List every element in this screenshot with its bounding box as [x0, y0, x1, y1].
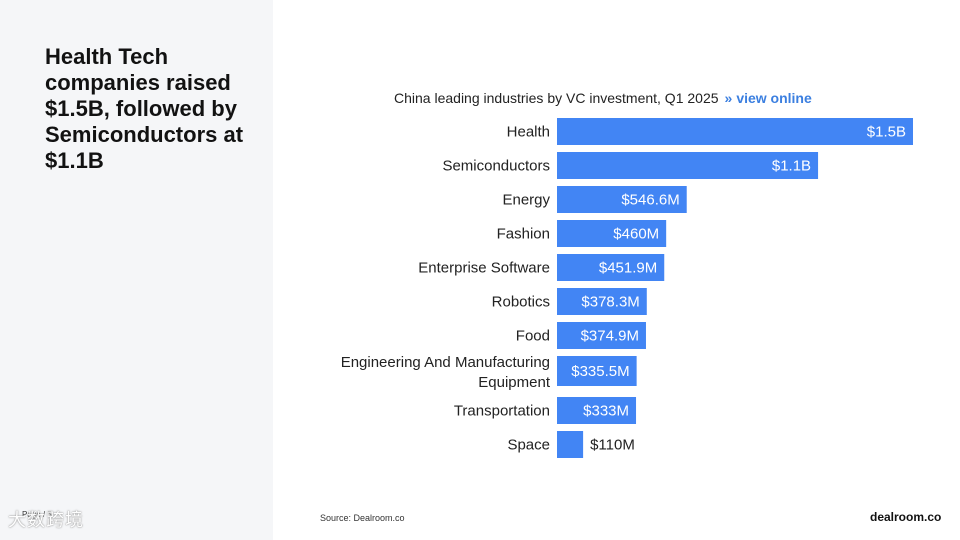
value-label-8: $333M: [583, 403, 629, 420]
category-label-0: Health: [507, 124, 550, 141]
value-label-9: $110M: [590, 437, 635, 454]
bar-4: [557, 254, 665, 281]
value-label-0: $1.5B: [867, 124, 906, 141]
category-label-8: Transportation: [454, 403, 550, 420]
value-label-3: $460M: [613, 226, 659, 243]
brand-logo: dealroom.co: [870, 510, 942, 524]
category-label-1: Semiconductors: [442, 158, 550, 175]
value-label-2: $546.6M: [621, 192, 679, 209]
bar-0: [557, 118, 913, 145]
page-number: Page / 5: [22, 510, 52, 519]
view-online-link[interactable]: » view online: [725, 90, 812, 106]
category-label-9: Space: [507, 437, 550, 454]
value-label-7: $335.5M: [571, 363, 629, 380]
bar-2: [557, 186, 687, 213]
value-label-1: $1.1B: [772, 158, 811, 175]
category-label-4: Enterprise Software: [418, 260, 550, 277]
headline: Health Tech companies raised $1.5B, foll…: [45, 44, 244, 173]
chart-title: China leading industries by VC investmen…: [394, 90, 719, 106]
sidebar-panel: [0, 0, 273, 540]
bar-9: [557, 431, 584, 458]
bar-3: [557, 220, 667, 247]
category-label-6: Food: [516, 328, 550, 345]
source-note: Source: Dealroom.co: [320, 513, 405, 523]
category-label-3: Fashion: [497, 226, 550, 243]
bar-5: [557, 288, 647, 315]
chart-title-row: China leading industries by VC investmen…: [394, 90, 812, 106]
bar-6: [557, 322, 646, 349]
category-label-5: Robotics: [492, 294, 550, 311]
bar-7: [557, 356, 637, 386]
value-label-6: $374.9M: [581, 328, 639, 345]
double-chevron-icon: »: [724, 90, 733, 106]
category-label-7: Engineering And Manufacturing Equipment: [341, 354, 551, 391]
bar-1: [557, 152, 819, 179]
view-online-label: view online: [736, 90, 812, 106]
watermark: 大数跨境: [8, 510, 84, 530]
bar-8: [557, 397, 637, 424]
category-label-2: Energy: [502, 192, 550, 209]
value-label-5: $378.3M: [581, 294, 639, 311]
value-label-4: $451.9M: [599, 260, 657, 277]
